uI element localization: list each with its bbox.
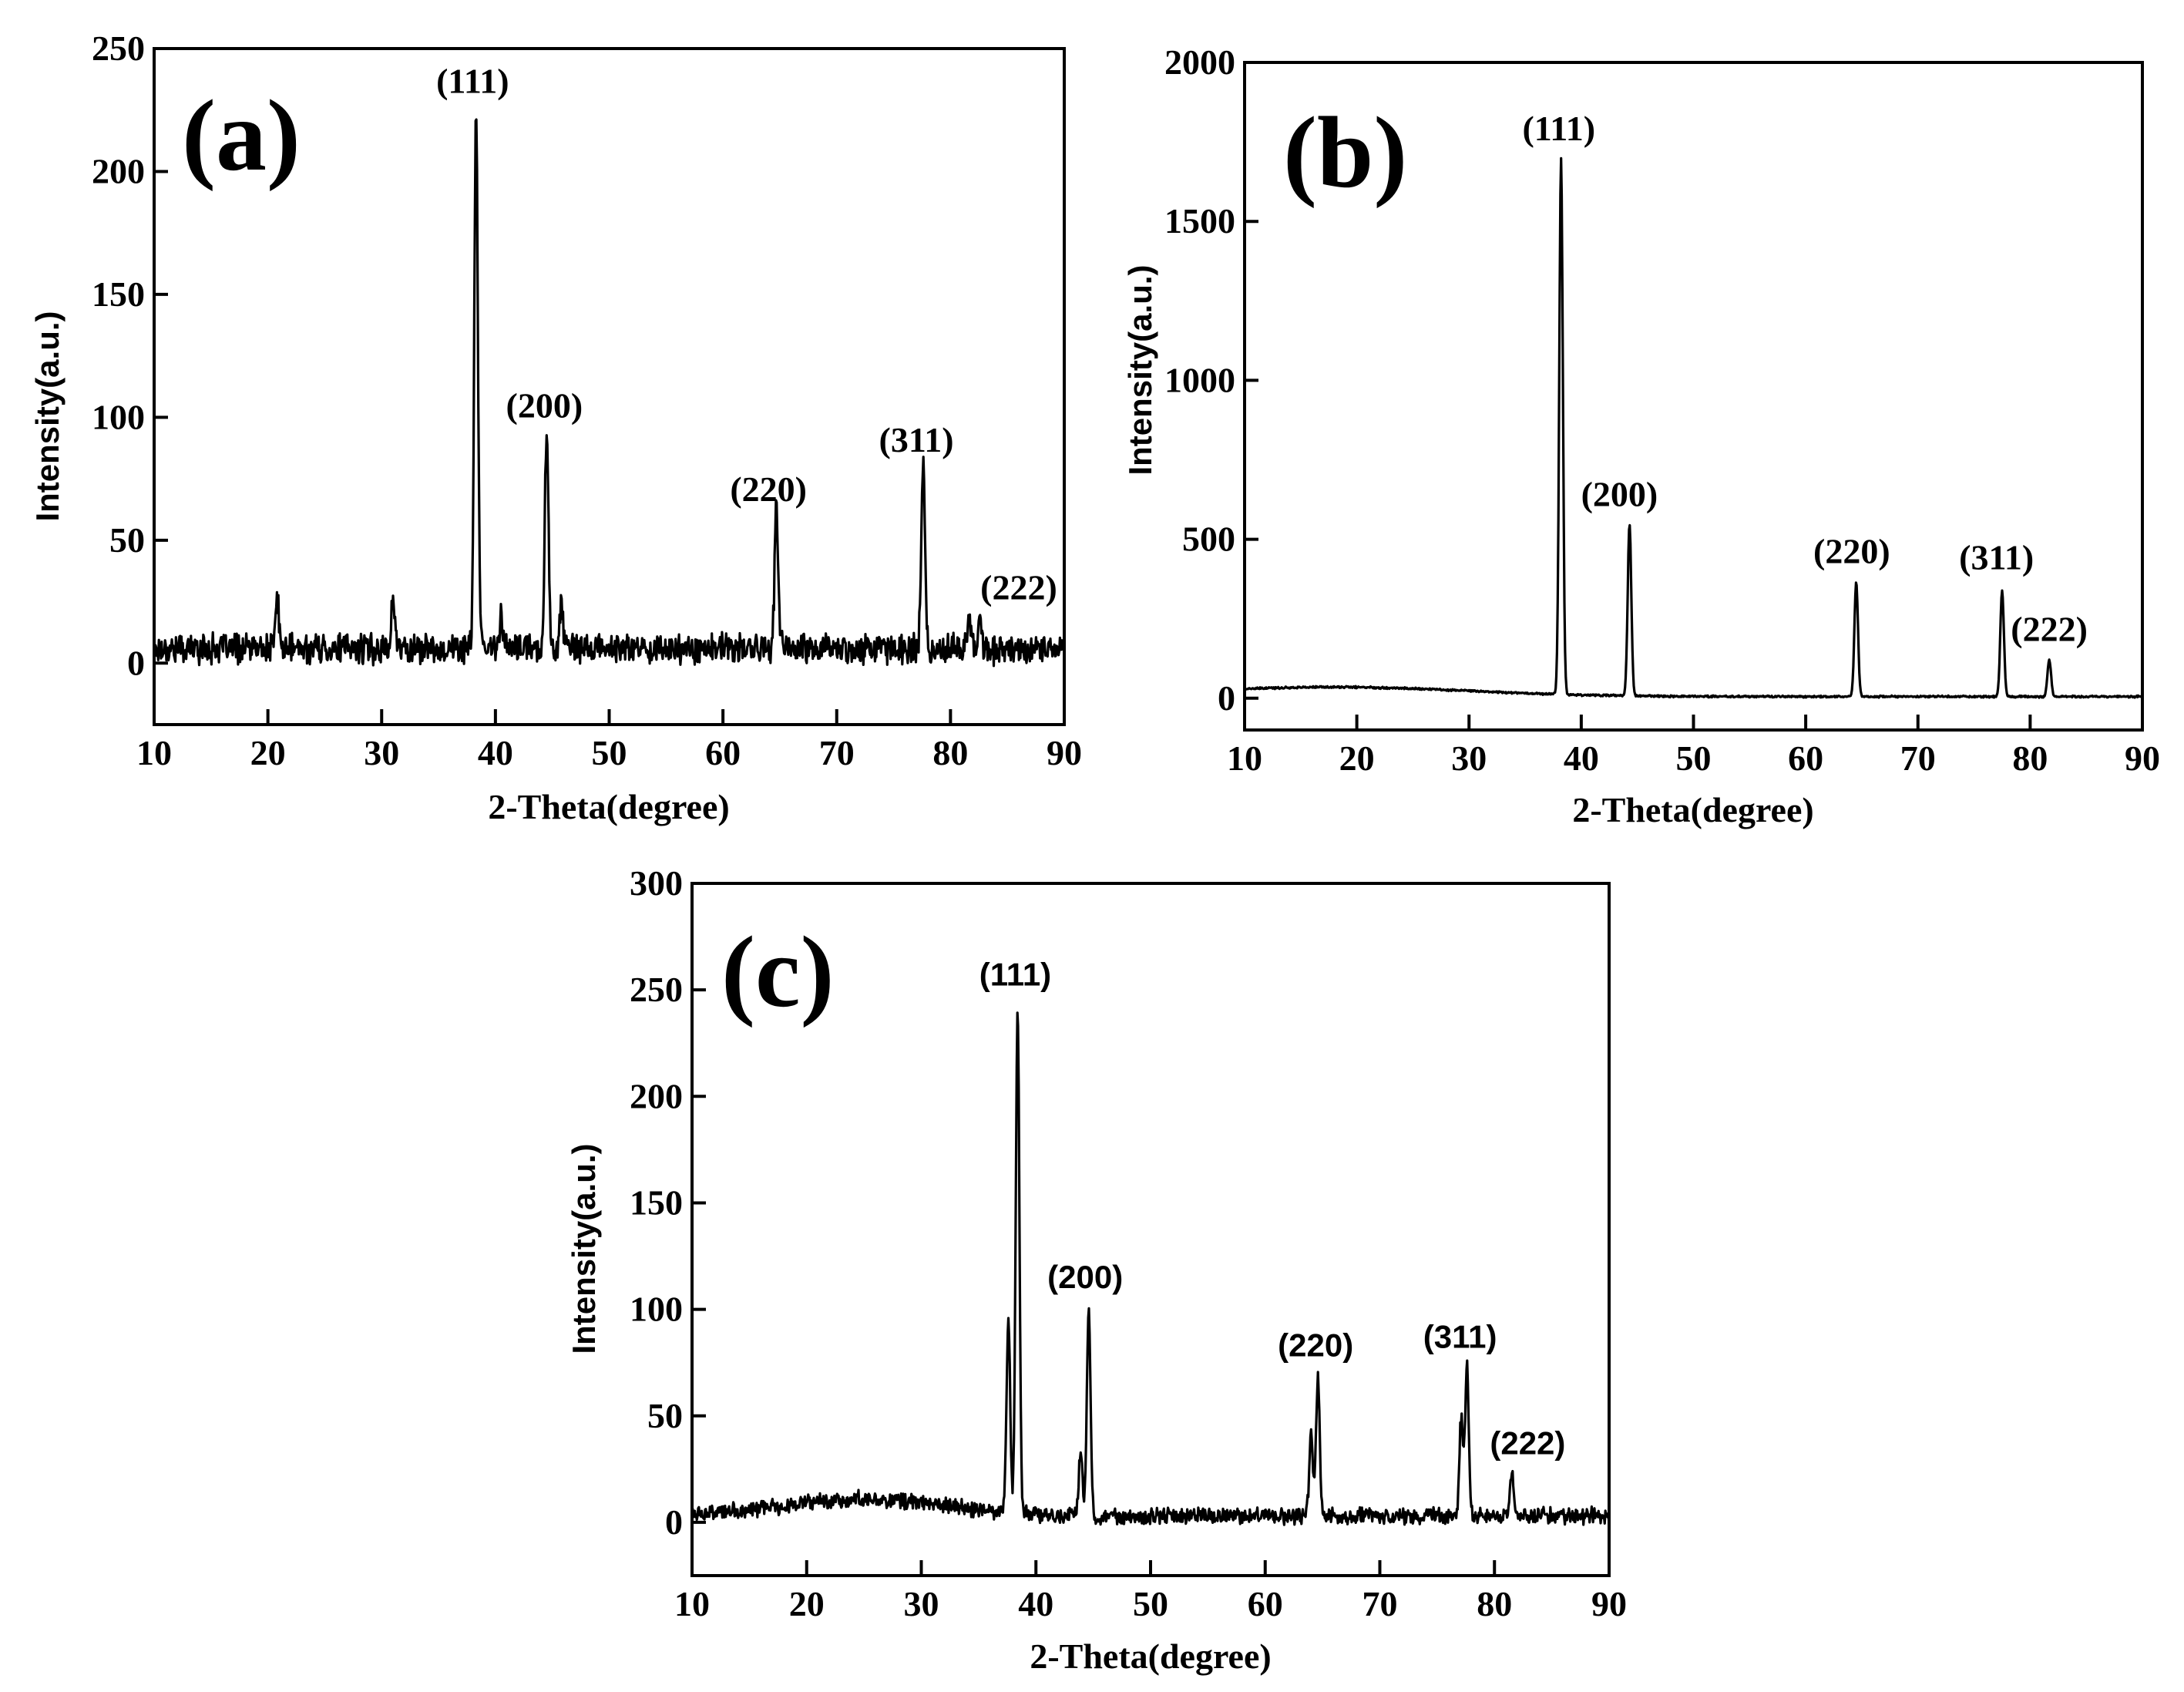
panel-tag-b: (b) bbox=[1283, 96, 1407, 209]
peak-label: (222) bbox=[2011, 610, 2088, 649]
peak-label: (222) bbox=[1490, 1425, 1565, 1462]
x-tick-label: 80 bbox=[1477, 1584, 1512, 1623]
y-axis-label-c: Intensity(a.u.) bbox=[566, 1143, 602, 1354]
y-tick-label: 2000 bbox=[1164, 42, 1235, 82]
x-tick-label: 70 bbox=[1362, 1584, 1398, 1623]
peak-label: (111) bbox=[979, 957, 1051, 993]
y-tick-label: 50 bbox=[647, 1396, 683, 1435]
x-tick-label: 60 bbox=[705, 733, 741, 772]
trace-group-c bbox=[690, 1011, 1611, 1526]
xrd-trace bbox=[153, 118, 1065, 668]
x-tick-label: 10 bbox=[136, 733, 172, 772]
y-tick-label: 100 bbox=[630, 1290, 683, 1329]
panel-c: 10 20 30 40 50 60 70 80 90 0 50 100 150 200 250 300 (11… bbox=[566, 863, 1627, 1676]
peak-labels-c: (111) (200) (220) (311) (222) bbox=[979, 957, 1566, 1462]
x-tick-label: 20 bbox=[250, 733, 286, 772]
x-axis-label-b: 2-Theta(degree) bbox=[1572, 790, 1813, 829]
panel-b: 10 20 30 40 50 60 70 80 90 0 500 1000 1500 2000 (111)… bbox=[1122, 42, 2160, 829]
x-tick-label: 80 bbox=[2012, 738, 2048, 778]
y-tick-label: 100 bbox=[92, 397, 145, 436]
x-tick-label: 40 bbox=[478, 733, 513, 772]
trace-group-a bbox=[153, 118, 1065, 668]
x-tick-label: 90 bbox=[1047, 733, 1082, 772]
peak-label: (311) bbox=[879, 420, 954, 459]
ticks-b: 10 20 30 40 50 60 70 80 90 0 500 1000 1500 2000 bbox=[1164, 42, 2160, 778]
x-tick-label: 30 bbox=[904, 1584, 939, 1623]
y-tick-label: 300 bbox=[630, 863, 683, 903]
x-tick-label: 70 bbox=[1900, 738, 1936, 778]
y-tick-label: 1500 bbox=[1164, 201, 1235, 241]
y-tick-label: 200 bbox=[92, 151, 145, 190]
peak-labels-a: (111) (200) (220) (311) (222) bbox=[436, 61, 1057, 607]
y-tick-label: 150 bbox=[630, 1182, 683, 1222]
x-tick-label: 50 bbox=[1676, 738, 1712, 778]
peak-labels-b: (111) (200) (220) (311) (222) bbox=[1522, 109, 2088, 649]
x-tick-label: 60 bbox=[1248, 1584, 1283, 1623]
y-tick-label: 150 bbox=[92, 274, 145, 314]
x-tick-label: 10 bbox=[674, 1584, 710, 1623]
peak-label: (200) bbox=[1581, 474, 1658, 513]
x-tick-label: 10 bbox=[1227, 738, 1262, 778]
peak-label: (220) bbox=[730, 469, 807, 509]
panel-tag-c: (c) bbox=[721, 915, 835, 1028]
y-tick-label: 250 bbox=[92, 29, 145, 68]
x-tick-label: 60 bbox=[1788, 738, 1823, 778]
panel-tag-a: (a) bbox=[182, 79, 301, 192]
peak-label: (220) bbox=[1813, 532, 1890, 571]
x-tick-label: 40 bbox=[1018, 1584, 1053, 1623]
x-tick-label: 40 bbox=[1564, 738, 1599, 778]
y-tick-label: 0 bbox=[127, 643, 145, 682]
x-tick-label: 20 bbox=[789, 1584, 825, 1623]
peak-label: (111) bbox=[436, 61, 509, 100]
peak-label: (222) bbox=[980, 567, 1057, 607]
x-axis-label-a: 2-Theta(degree) bbox=[488, 787, 729, 826]
x-tick-label: 80 bbox=[932, 733, 968, 772]
x-tick-label: 90 bbox=[1591, 1584, 1627, 1623]
y-tick-label: 0 bbox=[1218, 678, 1235, 718]
x-tick-label: 20 bbox=[1339, 738, 1375, 778]
xrd-trace bbox=[1244, 156, 2143, 699]
peak-label: (311) bbox=[1959, 538, 2034, 577]
x-tick-label: 90 bbox=[2125, 738, 2160, 778]
peak-label: (311) bbox=[1423, 1318, 1497, 1354]
x-tick-label: 50 bbox=[592, 733, 627, 772]
y-tick-label: 200 bbox=[630, 1076, 683, 1115]
peak-label: (200) bbox=[1047, 1259, 1123, 1295]
y-axis-label-a: Intensity(a.u.) bbox=[29, 311, 66, 521]
peak-label: (111) bbox=[1522, 109, 1595, 148]
peak-label: (200) bbox=[506, 385, 583, 425]
y-axis-label-b: Intensity(a.u.) bbox=[1122, 264, 1158, 475]
x-tick-label: 30 bbox=[364, 733, 399, 772]
y-tick-label: 1000 bbox=[1164, 360, 1235, 399]
x-axis-label-c: 2-Theta(degree) bbox=[1030, 1636, 1271, 1676]
y-tick-label: 500 bbox=[1182, 520, 1235, 559]
y-tick-label: 50 bbox=[109, 520, 145, 560]
ticks-a: 10 20 30 40 50 60 70 80 90 0 50 100 150 200 250 bbox=[92, 29, 1082, 772]
x-tick-label: 70 bbox=[819, 733, 855, 772]
y-tick-label: 0 bbox=[665, 1502, 683, 1542]
ticks-c: 10 20 30 40 50 60 70 80 90 0 50 100 150 200 250 300 bbox=[630, 863, 1627, 1623]
trace-group-b bbox=[1244, 156, 2143, 699]
peak-label: (220) bbox=[1278, 1327, 1353, 1363]
x-tick-label: 50 bbox=[1133, 1584, 1168, 1623]
xrd-trace bbox=[690, 1011, 1611, 1526]
y-tick-label: 250 bbox=[630, 970, 683, 1009]
x-tick-label: 30 bbox=[1451, 738, 1487, 778]
